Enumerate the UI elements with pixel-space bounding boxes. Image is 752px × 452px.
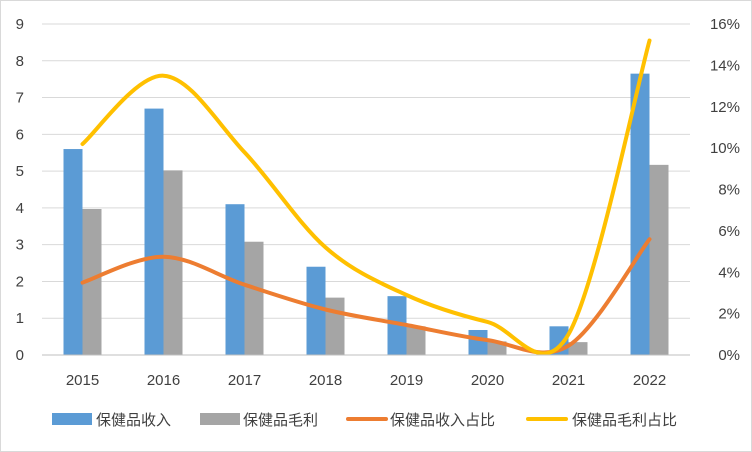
y2-tick-label: 14% <box>710 57 740 74</box>
y2-tick-label: 12% <box>710 99 740 116</box>
y-tick-label: 6 <box>16 126 24 143</box>
y-tick-label: 9 <box>16 16 24 33</box>
y2-tick-label: 0% <box>718 347 740 364</box>
bar-0-4 <box>387 296 407 355</box>
y-tick-label: 7 <box>16 90 24 107</box>
line-series-3 <box>80 38 652 356</box>
y2-tick-label: 2% <box>718 306 740 323</box>
y-tick-label: 3 <box>16 237 24 254</box>
legend-label-3: 保健品毛利占比 <box>572 411 677 429</box>
y-tick-label: 8 <box>16 53 24 70</box>
legend-swatch-1 <box>200 413 240 425</box>
bar-1-2 <box>244 241 264 355</box>
bar-0-0 <box>63 149 83 355</box>
y2-tick-label: 16% <box>710 16 740 33</box>
x-tick-label: 2019 <box>390 372 423 389</box>
legend-label-2: 保健品收入占比 <box>390 411 495 429</box>
bar-1-0 <box>82 208 102 355</box>
y-tick-label: 5 <box>16 163 24 180</box>
x-tick-label: 2016 <box>147 372 180 389</box>
x-tick-label: 2022 <box>633 372 666 389</box>
x-tick-label: 2017 <box>228 372 261 389</box>
x-tick-label: 2018 <box>309 372 342 389</box>
y-tick-label: 2 <box>16 273 24 290</box>
bar-0-5 <box>468 329 488 355</box>
y2-tick-label: 10% <box>710 140 740 157</box>
axes: 0 1 2 3 4 5 6 7 8 9 0% 2% 4% 6% 8% 10% 12% 14% 16% 2015 2016… <box>16 16 740 389</box>
legend-label-1: 保健品毛利 <box>243 411 318 429</box>
bar-1-4 <box>406 326 426 355</box>
y2-tick-label: 8% <box>718 182 740 199</box>
bar-1-1 <box>163 170 183 355</box>
x-tick-label: 2015 <box>66 372 99 389</box>
x-tick-label: 2020 <box>471 372 504 389</box>
legend-label-0: 保健品收入 <box>96 411 171 429</box>
bar-0-7 <box>630 73 650 356</box>
bar-1-6 <box>568 342 588 355</box>
bars <box>63 73 669 356</box>
bar-0-1 <box>144 108 164 355</box>
y2-tick-label: 4% <box>718 264 740 281</box>
y2-tick-label: 6% <box>718 223 740 240</box>
y-tick-label: 4 <box>16 200 24 217</box>
legend: 保健品收入 保健品毛利 保健品收入占比 保健品毛利占比 <box>52 411 677 429</box>
x-tick-label: 2021 <box>552 372 585 389</box>
bar-0-3 <box>306 266 326 355</box>
y-tick-label: 0 <box>16 347 24 364</box>
bar-1-7 <box>649 164 669 355</box>
legend-swatch-0 <box>52 413 92 425</box>
share-lines <box>80 38 652 356</box>
bar-1-3 <box>325 297 345 355</box>
line-series-2 <box>80 237 652 355</box>
y-tick-label: 1 <box>16 310 24 327</box>
